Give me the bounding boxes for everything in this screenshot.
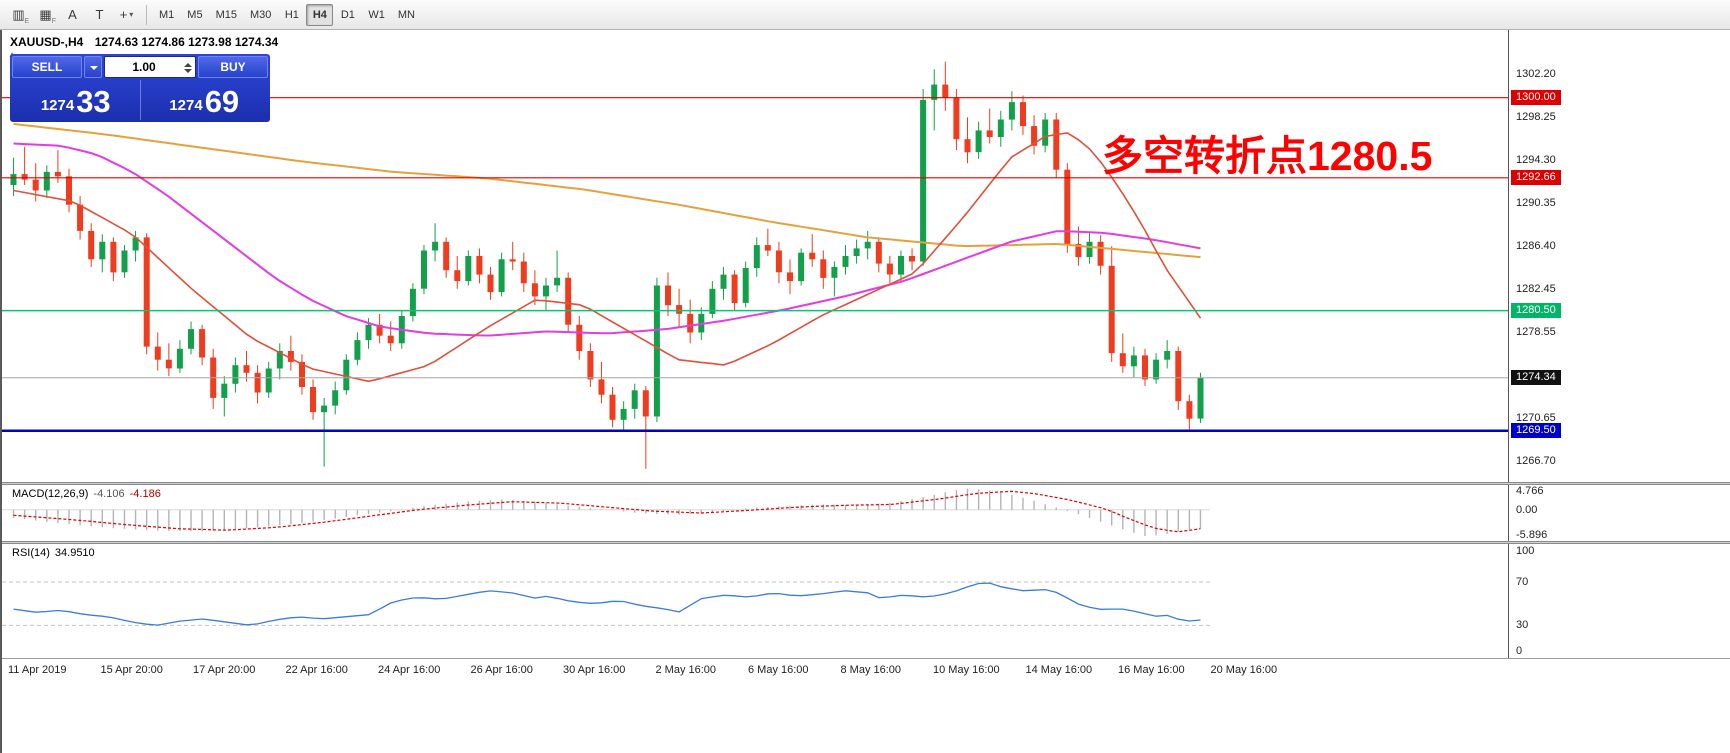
sell-button[interactable]: SELL <box>12 56 82 78</box>
volume-field-wrap <box>104 56 196 78</box>
text-tool-icon[interactable]: A <box>68 7 77 22</box>
chart-type-icon-sub: E <box>24 17 29 25</box>
time-axis-label: 6 May 16:00 <box>748 664 809 676</box>
tile-windows-icon[interactable]: ▦ F <box>39 6 56 25</box>
ma-mid-magenta <box>13 142 1201 337</box>
volume-spinner <box>182 58 193 76</box>
macd-axis-tick: 0.00 <box>1516 503 1538 516</box>
macd-axis[interactable]: 4.766 0.00 -5.896 <box>1508 485 1730 541</box>
window-splitter[interactable] <box>2 482 1730 485</box>
macd-signal-value: -4.186 <box>129 488 161 500</box>
window-splitter[interactable] <box>2 541 1730 544</box>
time-axis-label: 2 May 16:00 <box>655 664 717 676</box>
price-tick: 1282.45 <box>1516 283 1556 296</box>
price-tick: 1302.20 <box>1516 67 1556 80</box>
price-axis[interactable]: 1302.20 1298.25 1294.30 1290.35 1286.40 1282.… <box>1508 30 1730 482</box>
time-axis-label: 15 Apr 20:00 <box>100 664 163 676</box>
price-tick: 1290.35 <box>1516 197 1556 210</box>
bottom-filler <box>2 682 1730 753</box>
pivot-annotation-text: 多空转折点1280.5 <box>1102 133 1433 179</box>
timeframe-button-h1[interactable]: H1 <box>284 8 299 21</box>
price-tick: 1270.65 <box>1516 412 1556 425</box>
sell-price-main: 1274 <box>40 97 75 114</box>
macd-label: MACD(12,26,9) -4.106 -4.186 <box>12 488 161 500</box>
buy-button[interactable]: BUY <box>198 56 268 78</box>
top-toolbar: ▥ E ▦ F A T + ▾ M1 M5 M15 M30 H1 H4 D1 W1 MN <box>0 0 1730 30</box>
dropdown-caret-icon: ▾ <box>129 10 134 19</box>
timeframe-button-mn[interactable]: MN <box>397 8 415 21</box>
macd-subwindow: MACD(12,26,9) -4.106 -4.186 4.766 0.00 -5.89… <box>2 485 1730 541</box>
rsi-axis-tick: 30 <box>1516 619 1529 632</box>
price-tick: 1266.70 <box>1516 455 1556 468</box>
crosshair-tool-icon[interactable]: + ▾ <box>119 7 134 22</box>
volume-dropdown-button[interactable] <box>84 56 102 78</box>
timeframe-button-h4[interactable]: H4 <box>306 3 334 26</box>
symbol-timeframe-label: XAUUSD-,H4 <box>10 35 84 49</box>
timeframe-button-m15[interactable]: M15 <box>215 8 237 21</box>
time-axis-label: 17 Apr 20:00 <box>193 664 256 676</box>
textbox-tool-icon[interactable]: T <box>95 7 104 22</box>
rsi-axis[interactable]: 100 70 30 0 <box>1508 544 1730 658</box>
price-badge-1300.00: 1300.00 <box>1511 89 1561 105</box>
ma-slow-orange <box>13 122 1201 259</box>
macd-axis-tick: 4.766 <box>1516 485 1544 497</box>
price-tick: 1294.30 <box>1516 153 1556 166</box>
time-axis-label: 22 Apr 16:00 <box>285 664 348 676</box>
sell-price-pips: 33 <box>76 84 111 119</box>
time-axis-label: 20 May 16:00 <box>1210 664 1278 676</box>
time-axis-label: 30 Apr 16:00 <box>563 664 626 676</box>
volume-increase-button[interactable] <box>183 59 192 67</box>
rsi-axis-tick: 100 <box>1516 545 1535 557</box>
buy-price-main: 1274 <box>169 97 203 114</box>
timeframe-buttons-group: M1 M5 M15 M30 H1 H4 D1 W1 MN <box>153 3 422 26</box>
rsi-plot: RSI(14) 34.9510 <box>2 544 1508 658</box>
price-tick: 1298.25 <box>1516 110 1556 123</box>
macd-canvas <box>2 488 1210 536</box>
timeframe-button-m30[interactable]: M30 <box>249 8 272 21</box>
chart-type-icon[interactable]: ▥ E <box>12 6 29 25</box>
timeframe-button-m5[interactable]: M5 <box>187 8 203 21</box>
macd-plot: MACD(12,26,9) -4.106 -4.186 <box>2 485 1508 541</box>
time-axis[interactable]: 11 Apr 2019 15 Apr 20:00 17 Apr 20:00 22 Ap… <box>2 658 1730 682</box>
price-badge-1269.50: 1269.50 <box>1511 422 1561 438</box>
buy-price-display[interactable]: 1274 69 <box>141 80 269 120</box>
time-axis-label: 16 May 16:00 <box>1118 664 1185 676</box>
macd-main-value: -4.106 <box>93 488 125 500</box>
timeframe-button-d1[interactable]: D1 <box>340 8 355 21</box>
price-badge-1274.34: 1274.34 <box>1511 369 1561 385</box>
ohlc-values: 1274.63 1274.86 1273.98 1274.34 <box>94 35 279 49</box>
time-axis-label: 26 Apr 16:00 <box>470 664 533 676</box>
quote-header: XAUUSD-,H4 1274.63 1274.86 1273.98 1274.… <box>10 35 278 49</box>
volume-decrease-button[interactable] <box>183 69 192 77</box>
chart-window: ▲ XAUUSD-,H4 1274.63 1274.86 1273.98 127… <box>0 30 1730 753</box>
toolbar-separator <box>146 4 147 25</box>
time-axis-label: 8 May 16:00 <box>840 664 902 676</box>
volume-input[interactable] <box>105 60 195 74</box>
price-badge-1280.50: 1280.50 <box>1511 302 1561 318</box>
timeframe-button-m1[interactable]: M1 <box>159 8 175 21</box>
tile-windows-icon-sub: F <box>51 17 56 25</box>
price-badge-1292.66: 1292.66 <box>1511 169 1561 185</box>
ma-fast-red <box>13 132 1202 383</box>
rsi-axis-tick: 0 <box>1516 645 1523 657</box>
price-tick: 1278.55 <box>1516 325 1556 338</box>
macd-axis-tick: -5.896 <box>1516 529 1548 541</box>
time-axis-label: 14 May 16:00 <box>1025 664 1093 676</box>
drawing-tools-group: ▥ E ▦ F A T + ▾ <box>5 3 140 27</box>
main-chart-plot[interactable]: ▲ XAUUSD-,H4 1274.63 1274.86 1273.98 127… <box>2 30 1508 482</box>
price-tick: 1286.40 <box>1516 240 1556 253</box>
time-axis-label: 10 May 16:00 <box>933 664 1000 676</box>
rsi-canvas <box>2 581 1210 626</box>
time-axis-label: 24 Apr 16:00 <box>378 664 441 676</box>
rsi-subwindow: RSI(14) 34.9510 100 70 30 0 <box>2 544 1730 658</box>
rsi-label: RSI(14) 34.9510 <box>12 547 95 559</box>
buy-price-pips: 69 <box>204 84 240 119</box>
sell-price-display[interactable]: 1274 33 <box>12 80 141 120</box>
time-axis-label: 11 Apr 2019 <box>8 664 67 676</box>
rsi-axis-tick: 70 <box>1516 576 1529 588</box>
timeframe-button-w1[interactable]: W1 <box>368 8 385 21</box>
rsi-value: 34.9510 <box>54 547 95 559</box>
main-chart-row: ▲ XAUUSD-,H4 1274.63 1274.86 1273.98 127… <box>2 30 1730 482</box>
